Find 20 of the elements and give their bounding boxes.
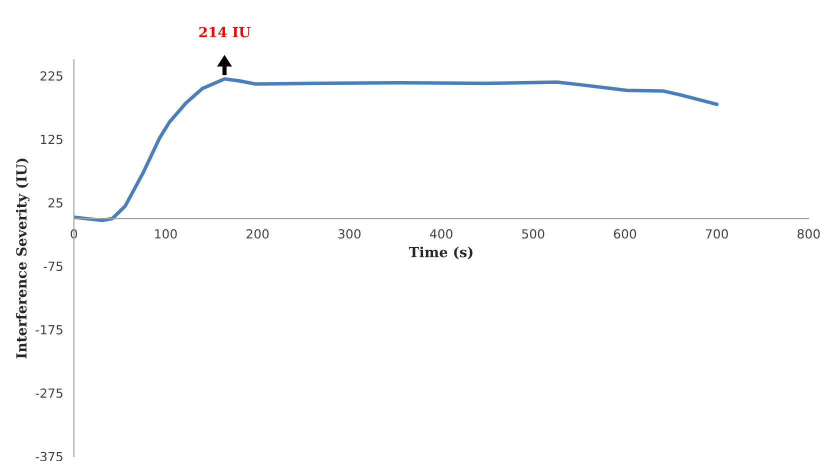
y-tick-label: -175 [36, 325, 62, 334]
y-tick-label: 225 [40, 71, 62, 81]
x-tick-label: 600 [614, 229, 636, 239]
x-tick-label: 500 [522, 229, 544, 239]
annotation: 214 IU [199, 26, 250, 38]
line-series [74, 77, 719, 222]
y-tick-label: -75 [44, 262, 62, 272]
x-tick-label: 0 [70, 229, 78, 239]
x-tick-label: 200 [246, 229, 269, 239]
y-tick-label: -375 [36, 452, 62, 461]
x-tick-label: 300 [338, 229, 361, 239]
y-axis-title: Interference Severity (IU) [16, 158, 30, 358]
x-tick-label: 100 [155, 229, 177, 239]
x-tick-label: 400 [430, 229, 452, 239]
x-tick-label: 700 [706, 229, 728, 239]
y-tick-label: -275 [36, 388, 62, 398]
x-tick-label: 800 [798, 229, 820, 239]
y-tick-label: 25 [48, 198, 62, 208]
y-tick-label: 125 [40, 134, 62, 144]
x-axis-title: Time (s) [408, 246, 472, 260]
